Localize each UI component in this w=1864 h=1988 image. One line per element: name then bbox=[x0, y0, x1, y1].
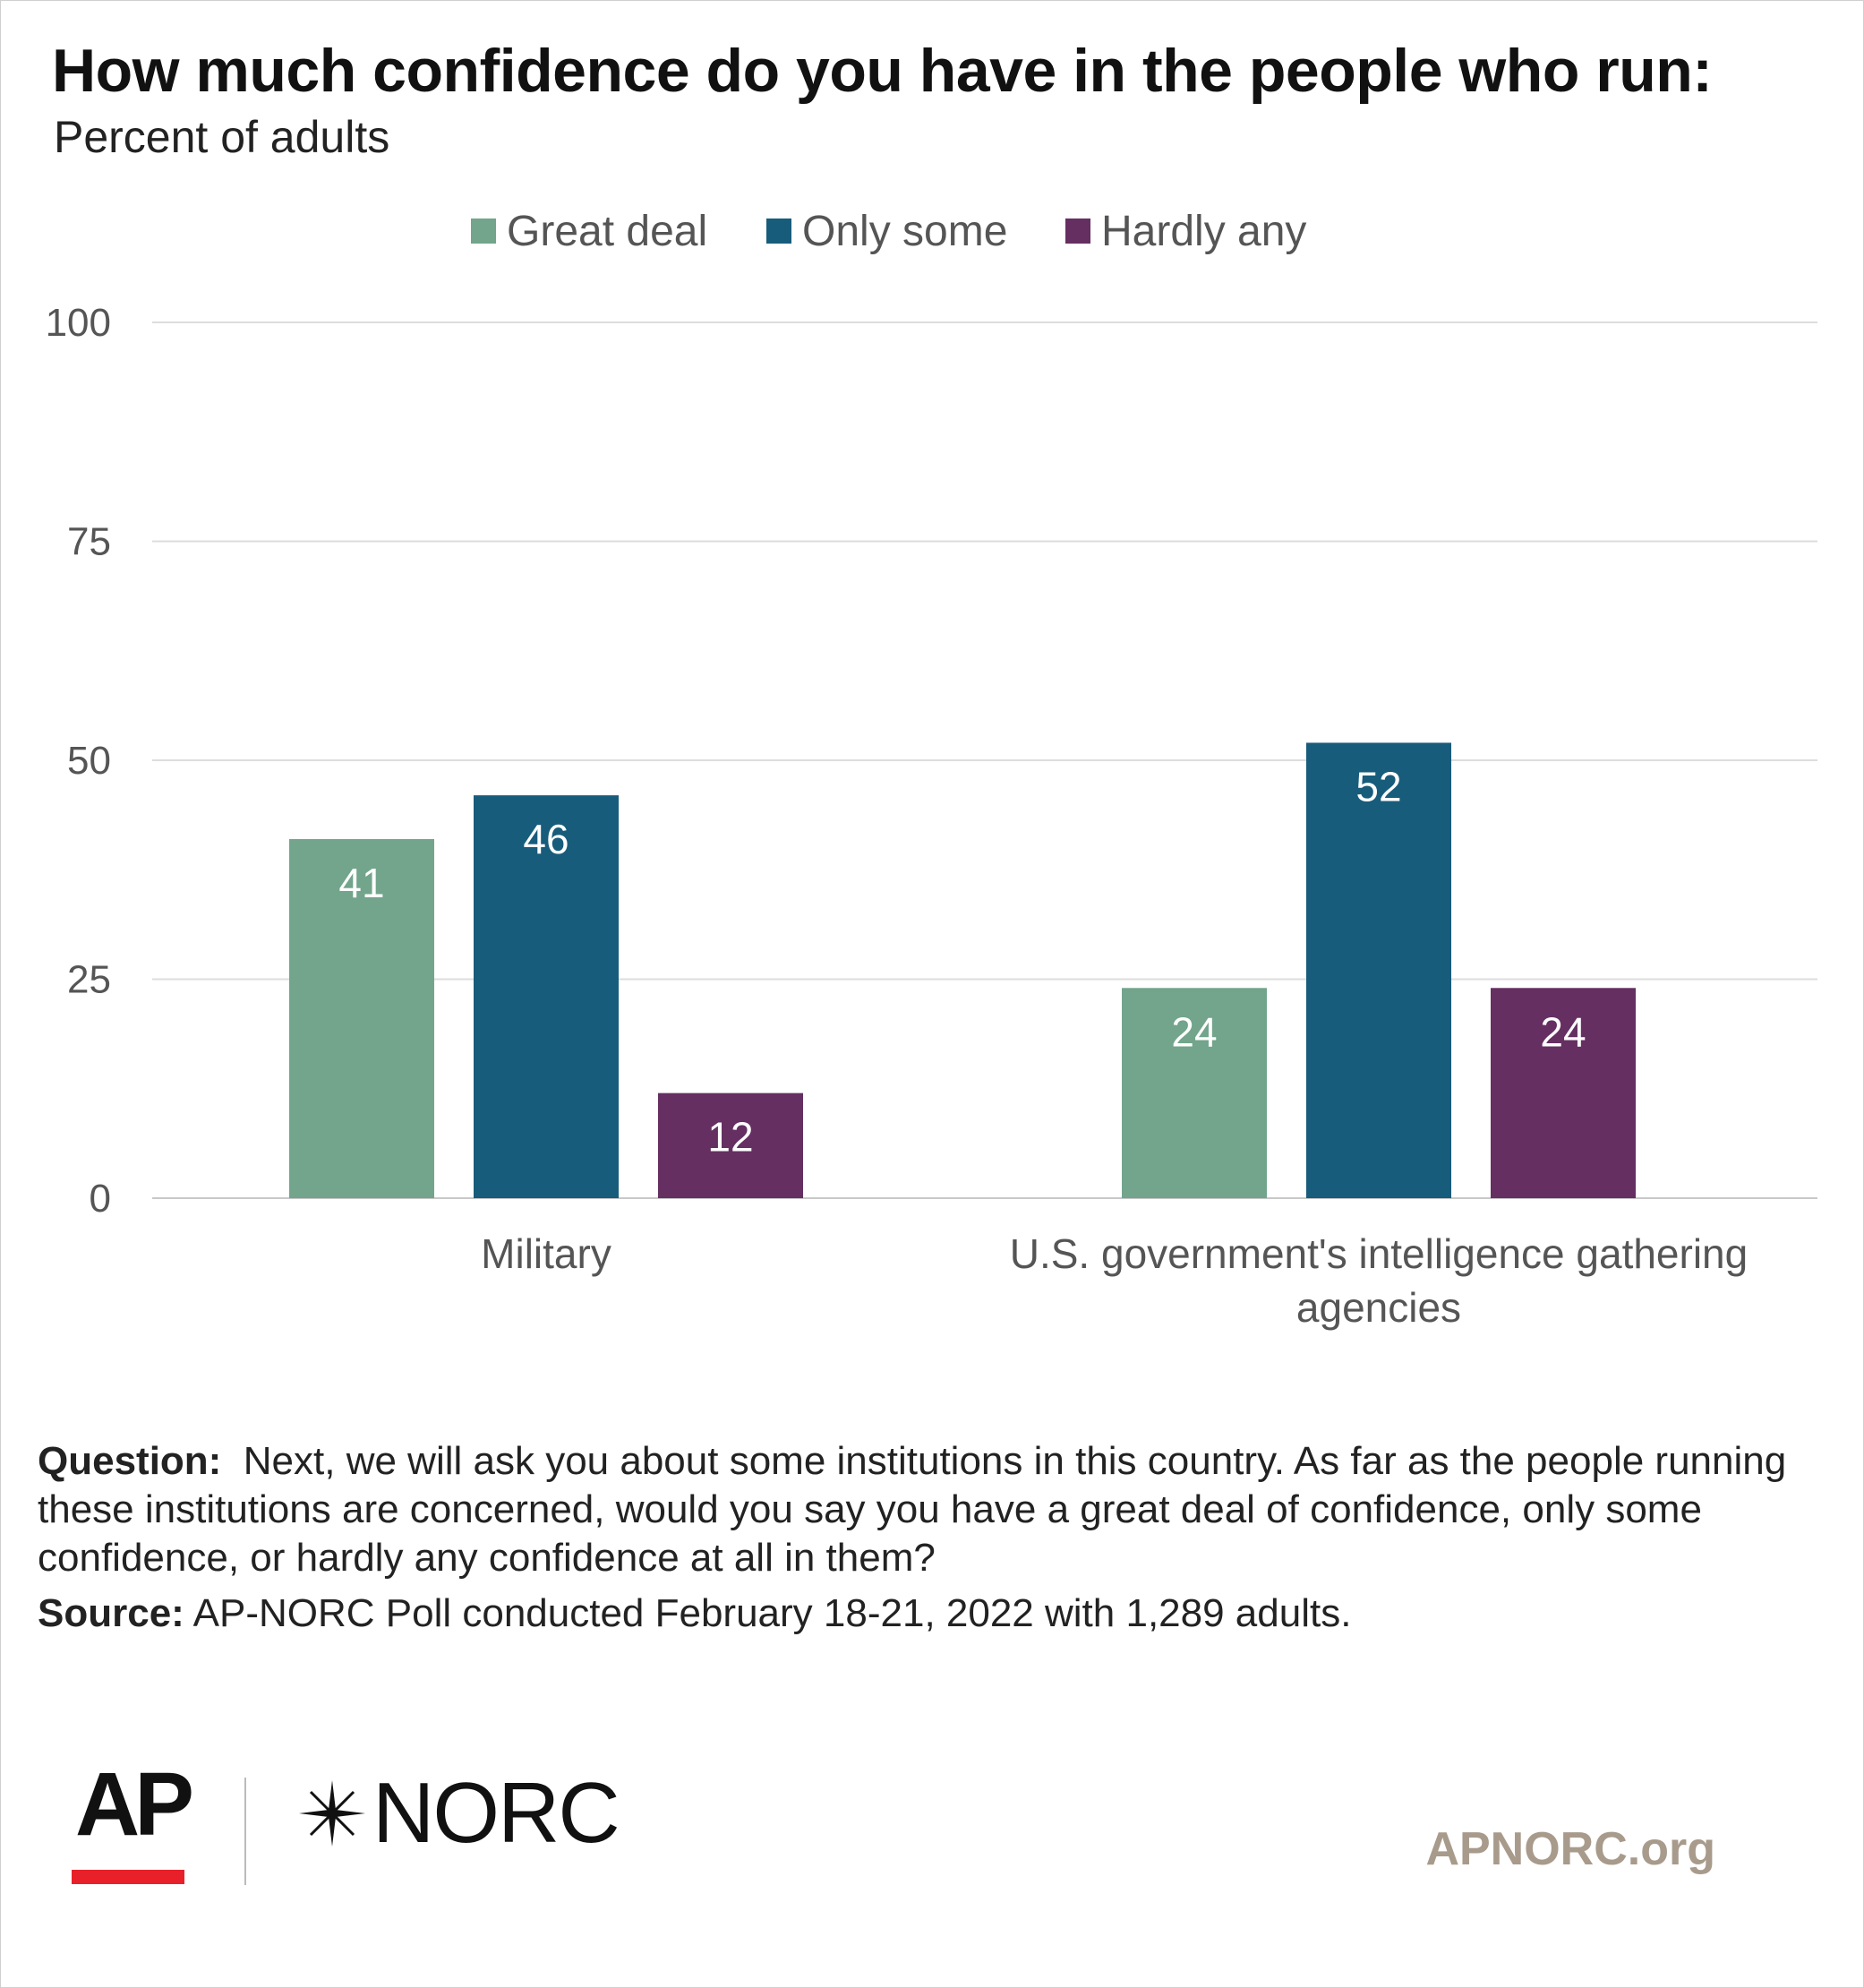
source-label: Source: bbox=[38, 1591, 184, 1635]
bar bbox=[1306, 742, 1451, 1198]
y-tick-label: 25 bbox=[67, 958, 111, 1002]
x-category-label: U.S. government's intelligence gathering bbox=[1010, 1230, 1748, 1277]
legend-item-only-some: Only some bbox=[766, 204, 1007, 258]
norc-star-icon bbox=[299, 1780, 365, 1847]
bar-data-label: 46 bbox=[523, 816, 569, 862]
norc-logo-text: NORC bbox=[372, 1765, 620, 1861]
y-tick-label: 100 bbox=[46, 301, 111, 345]
bar bbox=[1122, 988, 1267, 1198]
bar-chart: 0 25 50 75 100 41 46 12 Military 24 52 24 U.S. gover… bbox=[46, 301, 1817, 1331]
chart-title: How much confidence do you have in the p… bbox=[52, 37, 1713, 105]
ap-logo: AP bbox=[75, 1754, 194, 1855]
x-category-label: agencies bbox=[1296, 1284, 1461, 1331]
question-label: Question: bbox=[38, 1439, 222, 1483]
bar bbox=[289, 839, 434, 1198]
legend-label-hardly-any: Hardly any bbox=[1101, 207, 1307, 255]
bar bbox=[474, 795, 619, 1198]
legend-label-only-some: Only some bbox=[802, 207, 1008, 255]
bar-data-label: 12 bbox=[707, 1114, 753, 1161]
chart-subtitle: Percent of adults bbox=[54, 112, 390, 162]
bar-data-label: 52 bbox=[1355, 763, 1401, 810]
logo-divider bbox=[244, 1778, 246, 1885]
bar-data-label: 24 bbox=[1171, 1008, 1217, 1055]
y-tick-label: 75 bbox=[67, 520, 111, 564]
legend-swatch-great-deal bbox=[471, 219, 496, 244]
legend: Great deal Only some Hardly any bbox=[0, 204, 1864, 258]
norc-logo: NORC bbox=[295, 1765, 620, 1861]
legend-label-great-deal: Great deal bbox=[507, 207, 708, 255]
bar bbox=[1491, 988, 1636, 1198]
y-tick-label: 0 bbox=[90, 1177, 111, 1221]
legend-item-hardly-any: Hardly any bbox=[1065, 204, 1306, 258]
source-note: Source: AP-NORC Poll conducted February … bbox=[38, 1591, 1351, 1636]
ap-logo-underline bbox=[72, 1870, 184, 1884]
legend-item-great-deal: Great deal bbox=[471, 204, 707, 258]
x-category-label: Military bbox=[481, 1230, 611, 1277]
legend-swatch-hardly-any bbox=[1065, 219, 1090, 244]
bar bbox=[658, 1093, 803, 1198]
source-text: AP-NORC Poll conducted February 18-21, 2… bbox=[192, 1591, 1352, 1635]
bar-data-label: 24 bbox=[1540, 1008, 1586, 1055]
y-tick-label: 50 bbox=[67, 739, 111, 783]
bar-data-label: 41 bbox=[338, 860, 384, 906]
legend-swatch-only-some bbox=[766, 219, 791, 244]
question-text: Next, we will ask you about some institu… bbox=[38, 1439, 1787, 1580]
site-link[interactable]: APNORC.org bbox=[1425, 1823, 1715, 1875]
question-note: Question: Next, we will ask you about so… bbox=[38, 1437, 1819, 1582]
